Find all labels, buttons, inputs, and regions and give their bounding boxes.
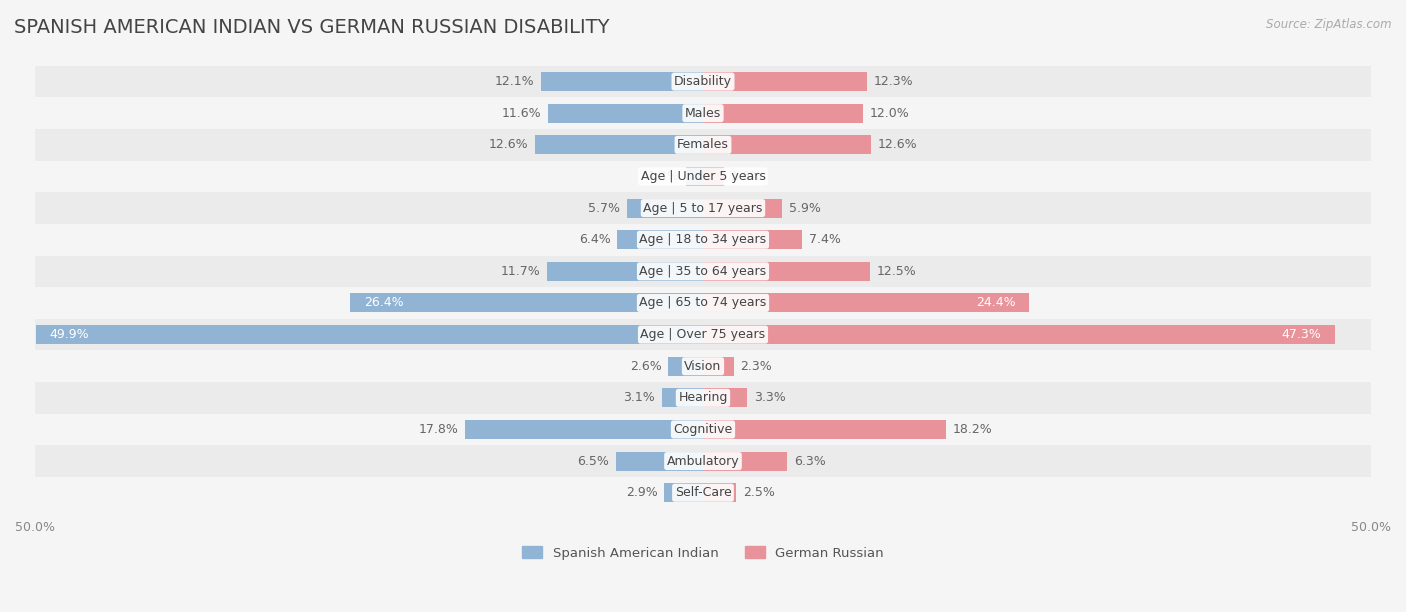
Text: Age | 5 to 17 years: Age | 5 to 17 years — [644, 201, 762, 215]
Text: SPANISH AMERICAN INDIAN VS GERMAN RUSSIAN DISABILITY: SPANISH AMERICAN INDIAN VS GERMAN RUSSIA… — [14, 18, 610, 37]
Bar — [668, 357, 703, 376]
Text: 5.9%: 5.9% — [789, 201, 820, 215]
Bar — [616, 452, 703, 471]
Bar — [35, 287, 1371, 319]
Text: 24.4%: 24.4% — [976, 296, 1015, 310]
Bar — [35, 192, 1371, 224]
Text: Hearing: Hearing — [678, 391, 728, 405]
Text: 6.3%: 6.3% — [794, 455, 825, 468]
Text: Age | 18 to 34 years: Age | 18 to 34 years — [640, 233, 766, 246]
Bar — [703, 230, 801, 249]
Bar — [35, 382, 1371, 414]
Bar — [35, 224, 1371, 256]
Text: 2.5%: 2.5% — [744, 486, 775, 499]
Text: Age | 35 to 64 years: Age | 35 to 64 years — [640, 265, 766, 278]
Text: 11.7%: 11.7% — [501, 265, 540, 278]
Bar — [465, 420, 703, 439]
Text: 3.1%: 3.1% — [623, 391, 655, 405]
Text: 3.3%: 3.3% — [754, 391, 786, 405]
Text: 2.9%: 2.9% — [626, 486, 658, 499]
Bar — [703, 103, 863, 122]
Bar — [703, 325, 1334, 344]
Text: Self-Care: Self-Care — [675, 486, 731, 499]
Text: Disability: Disability — [673, 75, 733, 88]
Bar — [35, 351, 1371, 382]
Bar — [35, 160, 1371, 192]
Text: Age | Under 5 years: Age | Under 5 years — [641, 170, 765, 183]
Bar — [703, 452, 787, 471]
Text: 12.0%: 12.0% — [870, 106, 910, 120]
Text: 1.6%: 1.6% — [731, 170, 763, 183]
Bar — [617, 230, 703, 249]
Text: 12.6%: 12.6% — [877, 138, 918, 151]
Bar — [703, 389, 747, 408]
Bar — [703, 167, 724, 186]
Text: 5.7%: 5.7% — [588, 201, 620, 215]
Text: Age | Over 75 years: Age | Over 75 years — [641, 328, 765, 341]
Text: Females: Females — [678, 138, 728, 151]
Bar — [35, 65, 1371, 97]
Bar — [35, 414, 1371, 446]
Text: 6.4%: 6.4% — [579, 233, 610, 246]
Text: 26.4%: 26.4% — [364, 296, 404, 310]
Text: 18.2%: 18.2% — [953, 423, 993, 436]
Bar — [662, 389, 703, 408]
Text: Vision: Vision — [685, 360, 721, 373]
Text: 12.3%: 12.3% — [875, 75, 914, 88]
Text: 12.1%: 12.1% — [495, 75, 534, 88]
Bar — [703, 420, 946, 439]
Legend: Spanish American Indian, German Russian: Spanish American Indian, German Russian — [517, 541, 889, 565]
Bar — [703, 357, 734, 376]
Bar — [703, 483, 737, 502]
Text: 17.8%: 17.8% — [419, 423, 458, 436]
Bar — [350, 294, 703, 313]
Bar — [35, 446, 1371, 477]
Text: Source: ZipAtlas.com: Source: ZipAtlas.com — [1267, 18, 1392, 31]
Bar — [703, 294, 1029, 313]
Bar — [35, 97, 1371, 129]
Bar — [548, 103, 703, 122]
Text: 6.5%: 6.5% — [578, 455, 609, 468]
Bar — [627, 198, 703, 217]
Text: 2.3%: 2.3% — [741, 360, 772, 373]
Bar — [35, 319, 1371, 351]
Bar — [664, 483, 703, 502]
Text: 11.6%: 11.6% — [502, 106, 541, 120]
Bar — [541, 72, 703, 91]
Bar — [686, 167, 703, 186]
Bar — [703, 198, 782, 217]
Text: Ambulatory: Ambulatory — [666, 455, 740, 468]
Text: 1.3%: 1.3% — [647, 170, 679, 183]
Bar — [37, 325, 703, 344]
Text: Cognitive: Cognitive — [673, 423, 733, 436]
Text: 7.4%: 7.4% — [808, 233, 841, 246]
Bar — [35, 477, 1371, 509]
Bar — [547, 262, 703, 281]
Bar — [703, 135, 872, 154]
Text: 12.6%: 12.6% — [488, 138, 529, 151]
Bar — [35, 256, 1371, 287]
Text: 49.9%: 49.9% — [49, 328, 90, 341]
Bar — [703, 72, 868, 91]
Text: 12.5%: 12.5% — [877, 265, 917, 278]
Text: 2.6%: 2.6% — [630, 360, 662, 373]
Bar — [35, 129, 1371, 160]
Text: Age | 65 to 74 years: Age | 65 to 74 years — [640, 296, 766, 310]
Bar — [534, 135, 703, 154]
Bar — [703, 262, 870, 281]
Text: 47.3%: 47.3% — [1282, 328, 1322, 341]
Text: Males: Males — [685, 106, 721, 120]
